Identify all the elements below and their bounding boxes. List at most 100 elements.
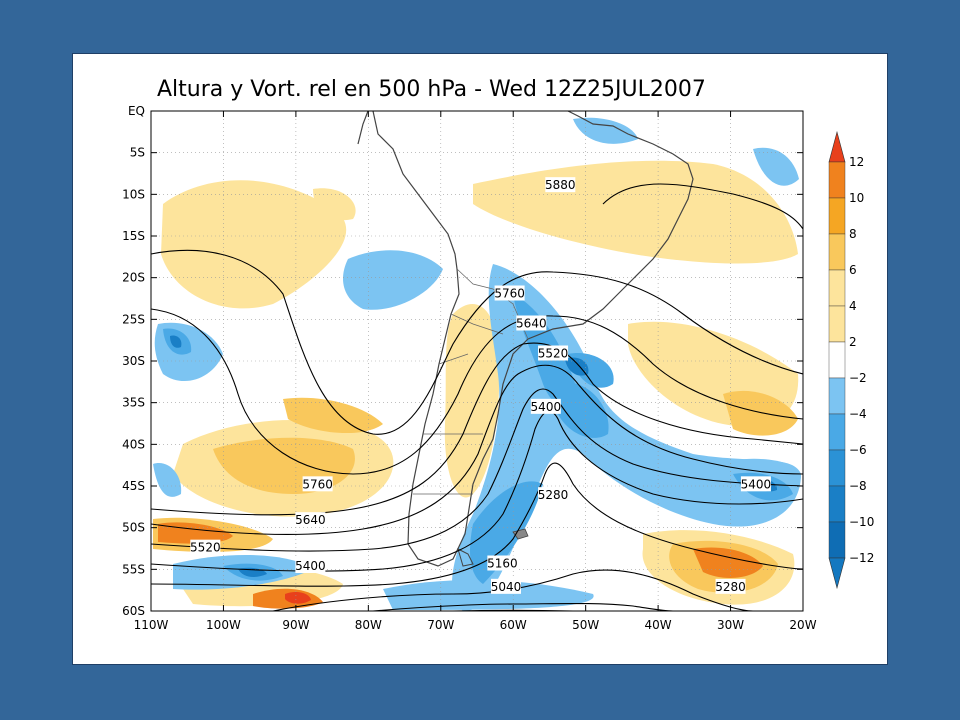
- lat-tick-label: 20S: [122, 271, 145, 285]
- lon-tick-label: 30W: [717, 618, 744, 632]
- contour-line: [151, 308, 803, 475]
- lon-tick-label: 20W: [789, 618, 816, 632]
- colorbar-label: −10: [849, 515, 874, 529]
- contour-labels: 5880 5760 5640 5520 5400 5280 5160 5040 5760 5640…: [190, 177, 771, 594]
- cold-region: [553, 382, 609, 438]
- cold-region: [383, 579, 594, 610]
- contour-label-bg: [538, 487, 569, 503]
- lat-tick-label: 40S: [122, 437, 145, 451]
- lat-tick-label: 60S: [122, 604, 145, 618]
- falklands: [512, 528, 529, 540]
- warm-region: [285, 592, 311, 604]
- coastline-central-america: [357, 111, 369, 145]
- contour-label: 5400: [741, 477, 772, 491]
- contour-label: 5400: [531, 400, 562, 414]
- contour-label: 5280: [715, 580, 746, 594]
- colorbar-segment: [828, 521, 846, 559]
- contour-label-bg: [516, 315, 547, 331]
- warm-region: [161, 180, 347, 309]
- cold-region: [565, 357, 589, 376]
- lon-tick-label: 100W: [206, 618, 241, 632]
- contour-label: 5280: [538, 488, 569, 502]
- warm-region: [723, 390, 798, 436]
- contour-label: 5760: [494, 287, 525, 301]
- contour-label: 5640: [516, 317, 547, 331]
- colorbar-segment: [828, 233, 846, 271]
- colorbar-segment: [828, 305, 846, 343]
- colorbar-segment: [828, 413, 846, 451]
- lat-tick-label: EQ: [128, 104, 145, 118]
- colorbar-segment: [828, 449, 846, 487]
- lon-tick-label: 110W: [134, 618, 169, 632]
- coastline-layer: [357, 111, 694, 567]
- contour-label: 5160: [487, 557, 518, 571]
- lat-tick-label: 15S: [122, 229, 145, 243]
- lon-tick-label: 80W: [355, 618, 382, 632]
- map-title: Altura y Vort. rel en 500 hPa - Wed 12Z2…: [157, 77, 706, 102]
- contour-label-bg: [302, 476, 333, 492]
- lon-tick-label: 60W: [500, 618, 527, 632]
- contour-label-bg: [715, 578, 746, 594]
- colorbar-label: 12: [849, 155, 864, 169]
- lon-tick-label: 70W: [427, 618, 454, 632]
- contour-label-bg: [545, 177, 576, 193]
- contour-label-bg: [740, 476, 771, 492]
- lat-tick-label: 5S: [130, 146, 145, 160]
- contour-line: [151, 249, 803, 435]
- colorbar: 12 10 8 6 4 2 −2 −4 −6 −8 −10 −12: [828, 130, 874, 590]
- contour-label: 5520: [190, 541, 221, 555]
- colorbar-segment: [828, 485, 846, 523]
- colorbar-label: −2: [849, 371, 867, 385]
- colorbar-segment: [828, 269, 846, 307]
- colorbar-segment: [828, 161, 846, 199]
- contour-label: 5520: [538, 347, 569, 361]
- cold-region: [170, 335, 182, 348]
- map-axes: 110W 100W 90W 80W 70W 60W 50W 40W 30W 20W EQ 5S 10S 1…: [122, 104, 817, 632]
- cold-region: [343, 250, 443, 310]
- contour-label: 5040: [491, 580, 522, 594]
- contour-line: [151, 410, 803, 572]
- cold-region: [753, 147, 799, 186]
- contour-label-bg: [530, 398, 561, 414]
- cold-region: [573, 117, 638, 144]
- lat-tick-label: 25S: [122, 312, 145, 326]
- contour-label: 5880: [545, 178, 576, 192]
- colorbar-label: −12: [849, 551, 874, 565]
- contour-label: 5400: [295, 559, 326, 573]
- colorbar-segment: [828, 377, 846, 415]
- cold-region: [153, 463, 182, 497]
- contour-line: [372, 602, 674, 611]
- contour-label-bg: [490, 578, 521, 594]
- contour-label: 5640: [295, 513, 326, 527]
- colorbar-label: −6: [849, 443, 867, 457]
- contour-line: [272, 569, 754, 611]
- contour-line: [151, 364, 803, 535]
- contour-label-bg: [295, 512, 326, 528]
- contour-label-bg: [494, 285, 525, 301]
- colorbar-label: −4: [849, 407, 867, 421]
- contour-label-bg: [295, 558, 326, 573]
- contour-line: [151, 388, 803, 552]
- lat-tick-label: 35S: [122, 396, 145, 410]
- vorticity-map: Altura y Vort. rel en 500 hPa - Wed 12Z2…: [122, 77, 874, 632]
- lat-tick-label: 55S: [122, 562, 145, 576]
- contour-label-bg: [190, 539, 221, 555]
- lon-tick-label: 40W: [645, 618, 672, 632]
- map-panel: Altura y Vort. rel en 500 hPa - Wed 12Z2…: [72, 53, 888, 665]
- contour-label-bg: [538, 345, 569, 361]
- contour-line: [602, 183, 803, 230]
- lat-tick-label: 45S: [122, 479, 145, 493]
- warm-region: [283, 397, 383, 434]
- lat-tick-label: 30S: [122, 354, 145, 368]
- country-borders: [413, 268, 529, 495]
- warm-region: [444, 304, 500, 498]
- colorbar-label: 10: [849, 191, 864, 205]
- colorbar-segment: [828, 341, 846, 379]
- colorbar-label: 8: [849, 227, 857, 241]
- warm-region: [313, 188, 356, 221]
- contour-label-bg: [487, 555, 518, 571]
- colorbar-label: 6: [849, 263, 857, 277]
- warm-region: [693, 547, 763, 578]
- colorbar-bottom-arrow: [828, 557, 846, 590]
- colorbar-label: 2: [849, 335, 857, 349]
